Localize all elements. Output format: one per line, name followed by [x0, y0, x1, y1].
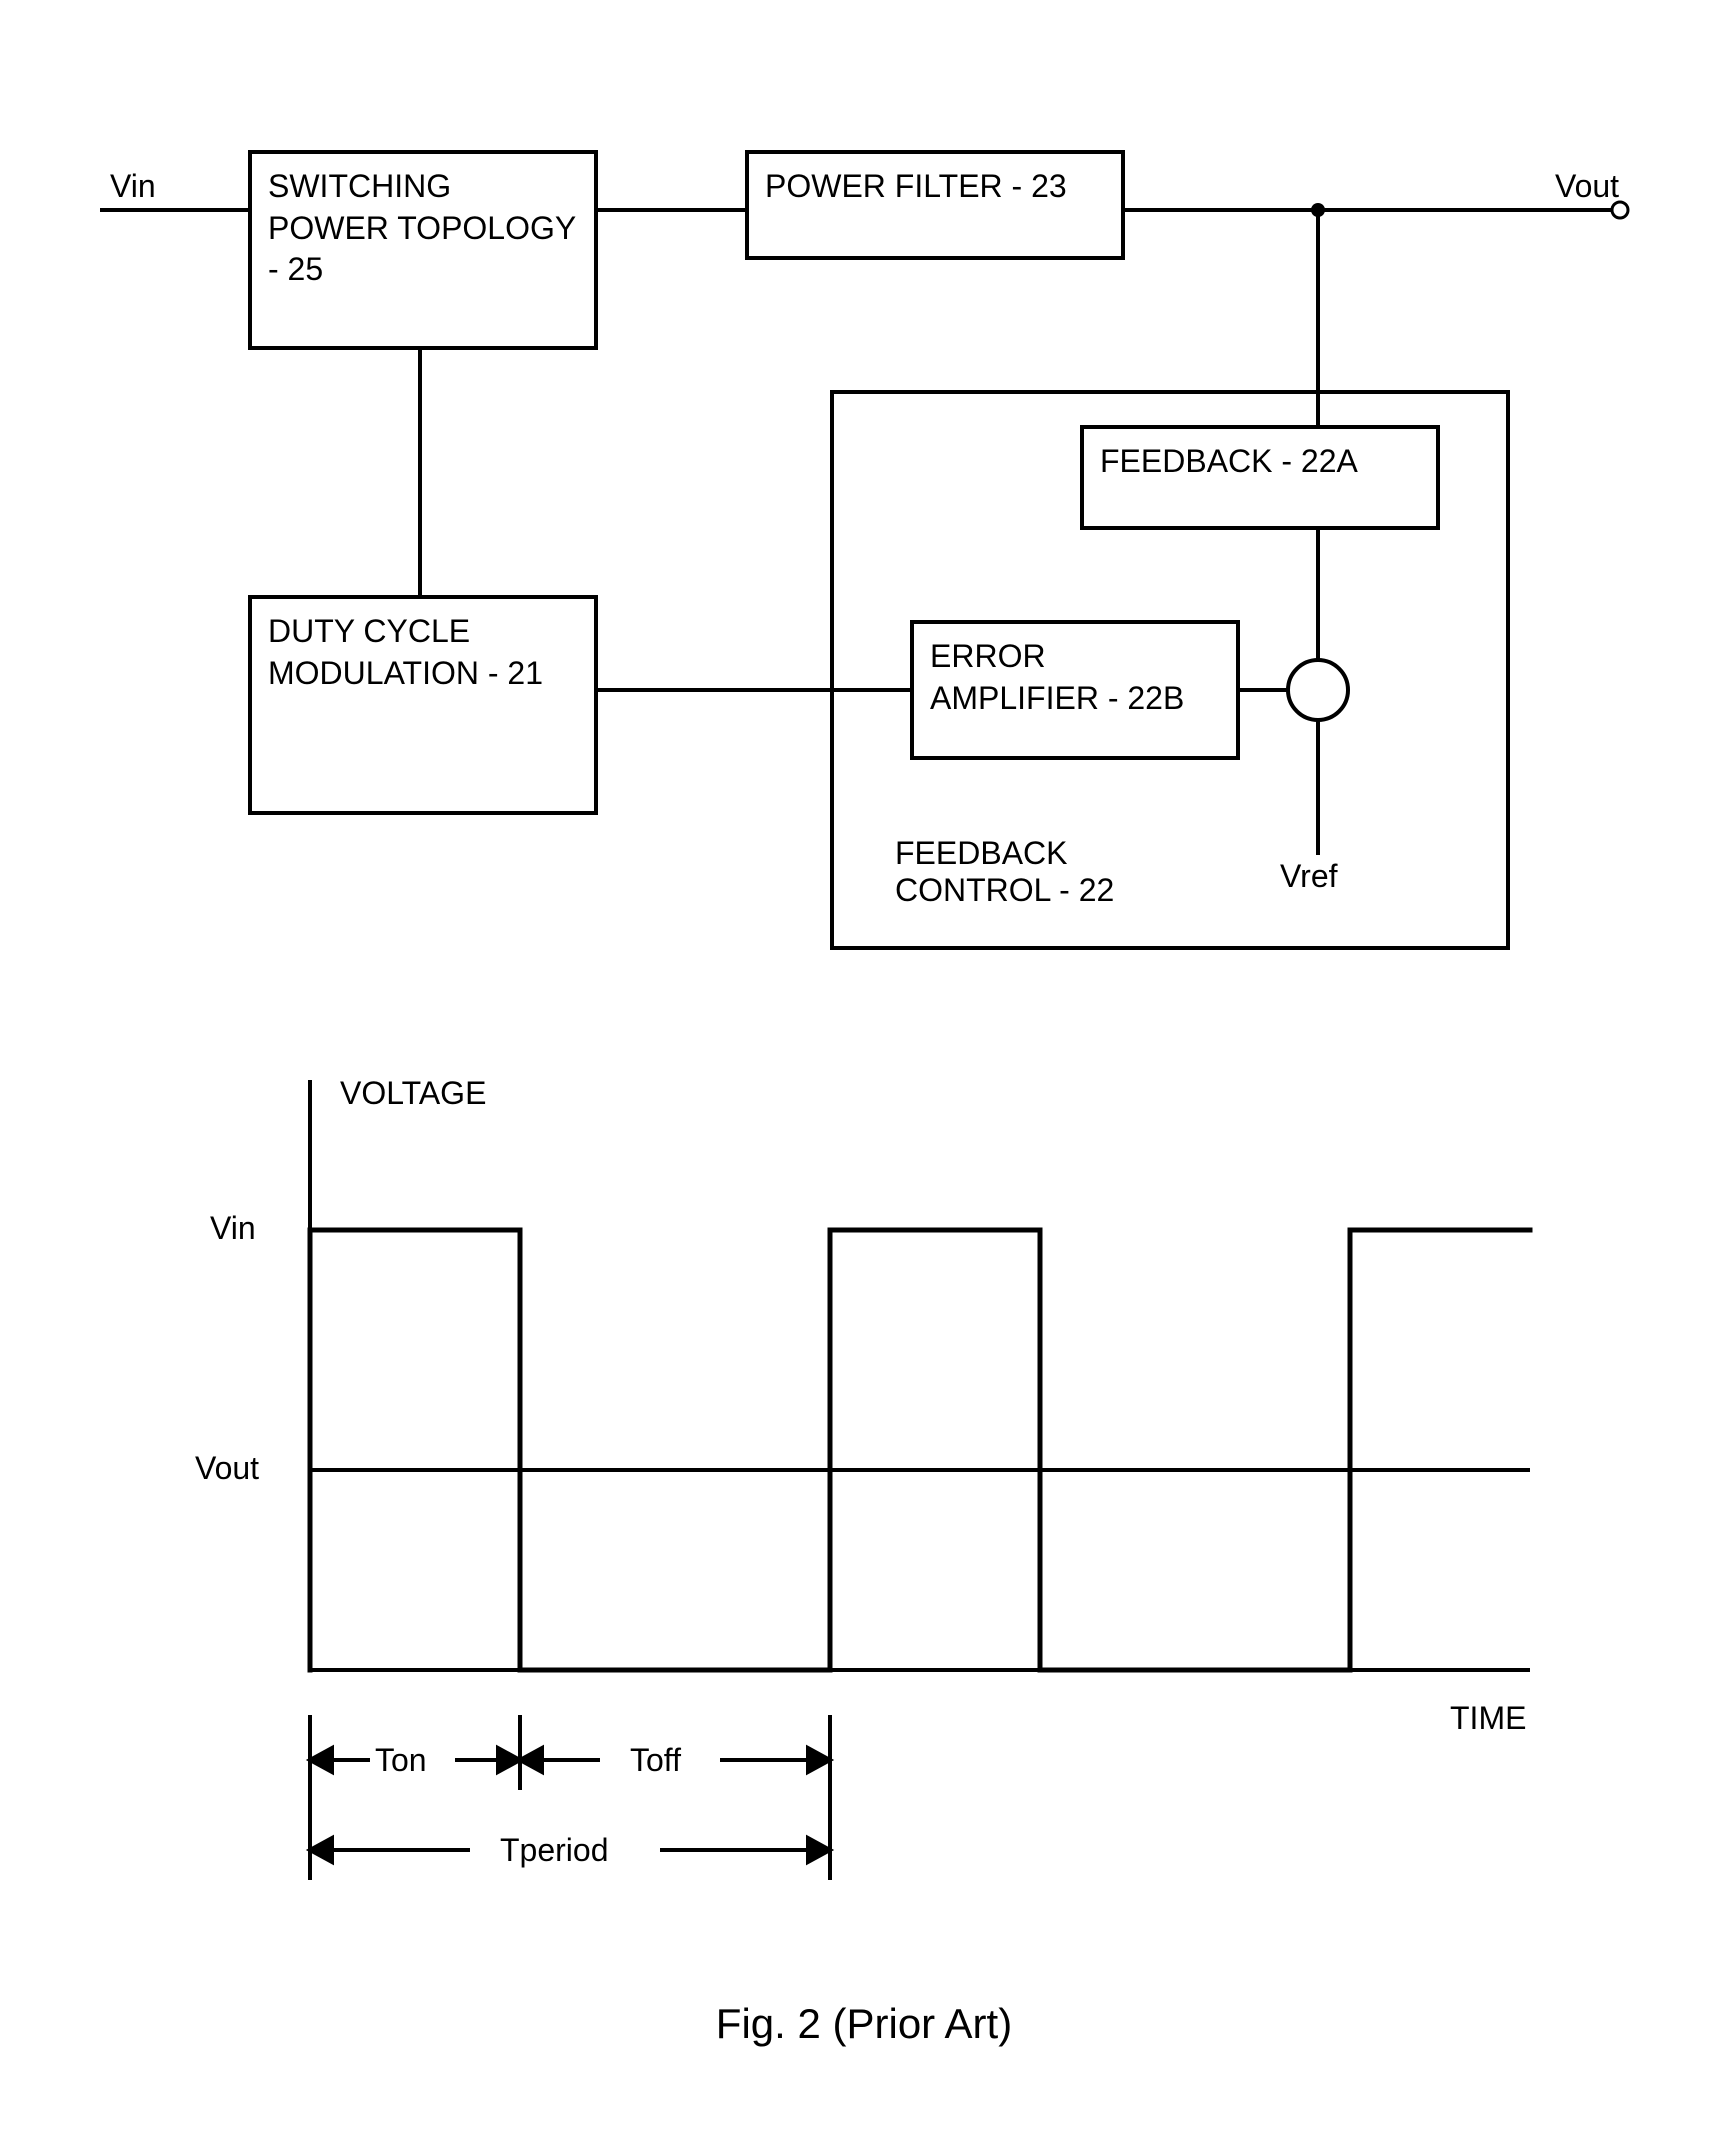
- block-error-amplifier: ERROR AMPLIFIER - 22B: [910, 620, 1240, 760]
- voltage-axis-label: VOLTAGE: [340, 1075, 486, 1112]
- block-filter-label: POWER FILTER - 23: [765, 168, 1067, 204]
- block-switching-label: SWITCHING POWER TOPOLOGY - 25: [268, 168, 576, 287]
- block-feedback-a-label: FEEDBACK - 22A: [1100, 443, 1358, 479]
- block-power-filter: POWER FILTER - 23: [745, 150, 1125, 260]
- time-axis-label: TIME: [1450, 1700, 1526, 1737]
- block-error-amp-label: ERROR AMPLIFIER - 22B: [930, 638, 1184, 716]
- vin-label: Vin: [110, 168, 156, 205]
- vout-label: Vout: [1555, 168, 1619, 205]
- block-duty-label: DUTY CYCLE MODULATION - 21: [268, 613, 543, 691]
- wave-vin-label: Vin: [210, 1210, 256, 1247]
- vref-label: Vref: [1280, 858, 1338, 895]
- ton-label: Ton: [375, 1742, 427, 1779]
- block-switching-power-topology: SWITCHING POWER TOPOLOGY - 25: [248, 150, 598, 350]
- figure-canvas: SWITCHING POWER TOPOLOGY - 25 POWER FILT…: [0, 0, 1728, 2148]
- figure-caption: Fig. 2 (Prior Art): [0, 2000, 1728, 2048]
- block-duty-cycle-modulation: DUTY CYCLE MODULATION - 21: [248, 595, 598, 815]
- toff-label: Toff: [630, 1742, 681, 1779]
- block-feedback-22a: FEEDBACK - 22A: [1080, 425, 1440, 530]
- feedback-control-label: FEEDBACK CONTROL - 22: [895, 835, 1155, 909]
- wave-vout-label: Vout: [195, 1450, 259, 1487]
- tperiod-label: Tperiod: [500, 1832, 609, 1869]
